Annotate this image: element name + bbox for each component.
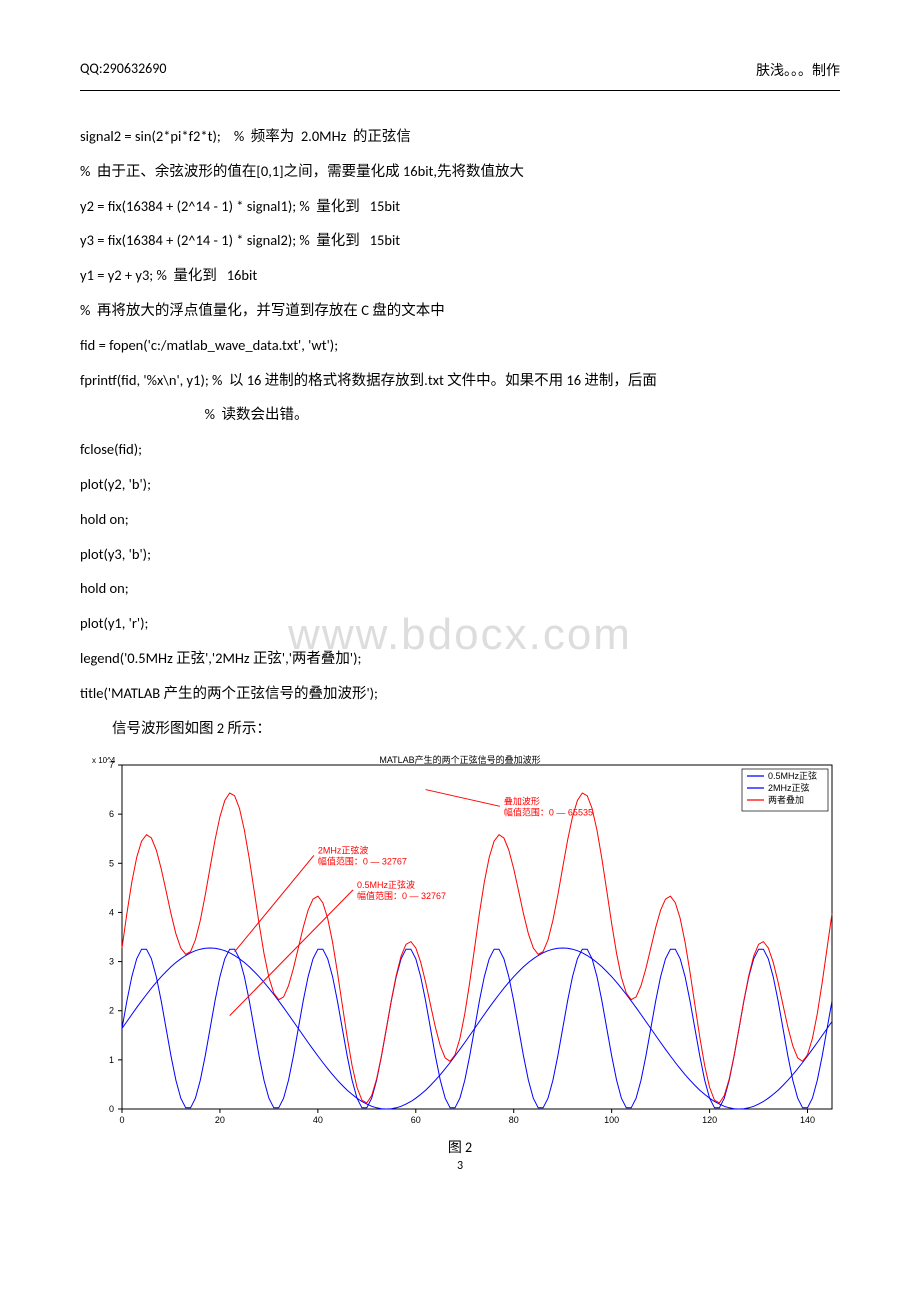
page-header: QQ:290632690 肤浅。。。制作 <box>80 60 840 80</box>
code-line: plot(y1, 'r'); <box>80 606 840 641</box>
header-rule <box>80 90 840 91</box>
svg-text:两者叠加: 两者叠加 <box>768 795 804 805</box>
code-line: fclose(fid); <box>80 432 840 467</box>
svg-text:120: 120 <box>702 1115 717 1125</box>
svg-text:20: 20 <box>215 1115 225 1125</box>
svg-text:80: 80 <box>509 1115 519 1125</box>
svg-text:叠加波形: 叠加波形 <box>504 796 540 807</box>
code-block: signal2 = sin(2*pi*f2*t); % 频率为 2.0MHz 的… <box>80 119 840 711</box>
svg-text:4: 4 <box>109 908 114 918</box>
code-line: % 再将放大的浮点值量化，并写道到存放在 C 盘的文本中 <box>80 293 840 328</box>
code-line: plot(y3, 'b'); <box>80 537 840 572</box>
code-line: fid = fopen('c:/matlab_wave_data.txt', '… <box>80 328 840 363</box>
code-line: % 读数会出错。 <box>80 397 840 432</box>
svg-text:40: 40 <box>313 1115 323 1125</box>
svg-text:2MHz正弦: 2MHz正弦 <box>768 782 810 793</box>
figure-intro: 信号波形图如图 2 所示： <box>80 711 840 746</box>
svg-text:100: 100 <box>604 1115 619 1125</box>
page-number: 3 <box>80 1159 840 1173</box>
header-right: 肤浅。。。制作 <box>756 60 840 80</box>
svg-text:5: 5 <box>109 859 114 869</box>
svg-text:幅值范围：0 — 32767: 幅值范围：0 — 32767 <box>318 856 407 867</box>
code-line: plot(y2, 'b'); <box>80 467 840 502</box>
figure-caption: 图 2 <box>80 1137 840 1157</box>
code-line: hold on; <box>80 502 840 537</box>
svg-text:7: 7 <box>109 760 114 770</box>
svg-text:0.5MHz正弦波: 0.5MHz正弦波 <box>357 879 415 890</box>
code-line: fprintf(fid, '%x\n', y1); % 以 16 进制的格式将数… <box>80 363 840 398</box>
svg-text:1: 1 <box>109 1055 114 1065</box>
code-line: y3 = fix(16384 + (2^14 - 1) * signal2); … <box>80 223 840 258</box>
code-line: hold on; <box>80 571 840 606</box>
code-line: y2 = fix(16384 + (2^14 - 1) * signal1); … <box>80 189 840 224</box>
svg-text:6: 6 <box>109 809 114 819</box>
svg-text:幅值范围：0 — 32767: 幅值范围：0 — 32767 <box>357 890 446 901</box>
svg-text:2: 2 <box>109 1006 114 1016</box>
svg-text:0: 0 <box>109 1104 114 1114</box>
svg-text:0: 0 <box>119 1115 124 1125</box>
signal-chart: MATLAB产生的两个正弦信号的叠加波形x 10^402040608010012… <box>80 751 840 1131</box>
svg-text:3: 3 <box>109 957 114 967</box>
svg-text:幅值范围：0 — 65535: 幅值范围：0 — 65535 <box>504 807 593 818</box>
svg-text:140: 140 <box>800 1115 815 1125</box>
svg-text:2MHz正弦波: 2MHz正弦波 <box>318 845 369 856</box>
code-line: % 由于正、余弦波形的值在[0,1]之间，需要量化成 16bit,先将数值放大 <box>80 154 840 189</box>
header-left: QQ:290632690 <box>80 60 166 80</box>
code-line: y1 = y2 + y3; % 量化到 16bit <box>80 258 840 293</box>
svg-text:MATLAB产生的两个正弦信号的叠加波形: MATLAB产生的两个正弦信号的叠加波形 <box>379 754 540 765</box>
code-line: legend('0.5MHz 正弦','2MHz 正弦','两者叠加'); <box>80 641 840 676</box>
code-line: signal2 = sin(2*pi*f2*t); % 频率为 2.0MHz 的… <box>80 119 840 154</box>
svg-text:60: 60 <box>411 1115 421 1125</box>
svg-text:0.5MHz正弦: 0.5MHz正弦 <box>768 770 817 781</box>
chart-svg: MATLAB产生的两个正弦信号的叠加波形x 10^402040608010012… <box>80 751 840 1131</box>
code-line: title('MATLAB 产生的两个正弦信号的叠加波形'); <box>80 676 840 711</box>
